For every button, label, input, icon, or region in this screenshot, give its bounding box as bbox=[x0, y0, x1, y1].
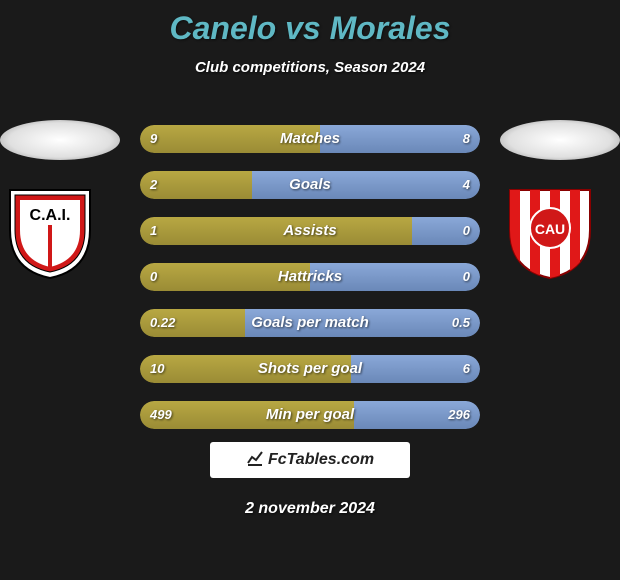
ellipse-icon bbox=[500, 120, 620, 160]
stat-bar-left bbox=[140, 355, 351, 383]
stat-row: 24Goals bbox=[140, 171, 480, 199]
left-player-badge: C.A.I. bbox=[0, 120, 120, 285]
stat-value-right: 0 bbox=[463, 217, 470, 245]
stat-bar-left bbox=[140, 125, 320, 153]
stat-value-left: 9 bbox=[150, 125, 157, 153]
stat-value-left: 1 bbox=[150, 217, 157, 245]
stat-value-right: 4 bbox=[463, 171, 470, 199]
stat-value-left: 0 bbox=[150, 263, 157, 291]
stat-bar-right bbox=[245, 309, 480, 337]
chart-icon bbox=[246, 449, 264, 472]
stat-bar-left bbox=[140, 401, 354, 429]
stat-value-left: 499 bbox=[150, 401, 172, 429]
stat-row: 499296Min per goal bbox=[140, 401, 480, 429]
stat-bar-right bbox=[351, 355, 480, 383]
stat-value-left: 2 bbox=[150, 171, 157, 199]
stat-bar-left bbox=[140, 217, 412, 245]
ellipse-icon bbox=[0, 120, 120, 160]
stat-value-right: 296 bbox=[448, 401, 470, 429]
watermark-text: FcTables.com bbox=[268, 451, 374, 469]
stat-row: 00Hattricks bbox=[140, 263, 480, 291]
svg-text:CAU: CAU bbox=[535, 221, 565, 237]
date-text: 2 november 2024 bbox=[0, 500, 620, 518]
stats-container: 98Matches24Goals10Assists00Hattricks0.22… bbox=[140, 125, 480, 447]
stat-value-right: 6 bbox=[463, 355, 470, 383]
stat-value-right: 0 bbox=[463, 263, 470, 291]
page-subtitle: Club competitions, Season 2024 bbox=[0, 59, 620, 76]
right-player-badge: CAU bbox=[500, 120, 620, 285]
stat-value-left: 10 bbox=[150, 355, 164, 383]
stat-row: 106Shots per goal bbox=[140, 355, 480, 383]
stat-bar-right bbox=[252, 171, 480, 199]
watermark: FcTables.com bbox=[210, 442, 410, 478]
left-team-shield-icon: C.A.I. bbox=[0, 180, 100, 280]
stat-bar-right bbox=[320, 125, 480, 153]
stat-value-right: 8 bbox=[463, 125, 470, 153]
stat-value-left: 0.22 bbox=[150, 309, 175, 337]
stat-row: 10Assists bbox=[140, 217, 480, 245]
stat-bar-left bbox=[140, 263, 310, 291]
stat-bar-right bbox=[310, 263, 480, 291]
svg-text:C.A.I.: C.A.I. bbox=[30, 207, 71, 224]
stat-row: 98Matches bbox=[140, 125, 480, 153]
stat-row: 0.220.5Goals per match bbox=[140, 309, 480, 337]
stat-value-right: 0.5 bbox=[452, 309, 470, 337]
right-team-shield-icon: CAU bbox=[500, 180, 600, 280]
page-title: Canelo vs Morales bbox=[0, 0, 620, 47]
